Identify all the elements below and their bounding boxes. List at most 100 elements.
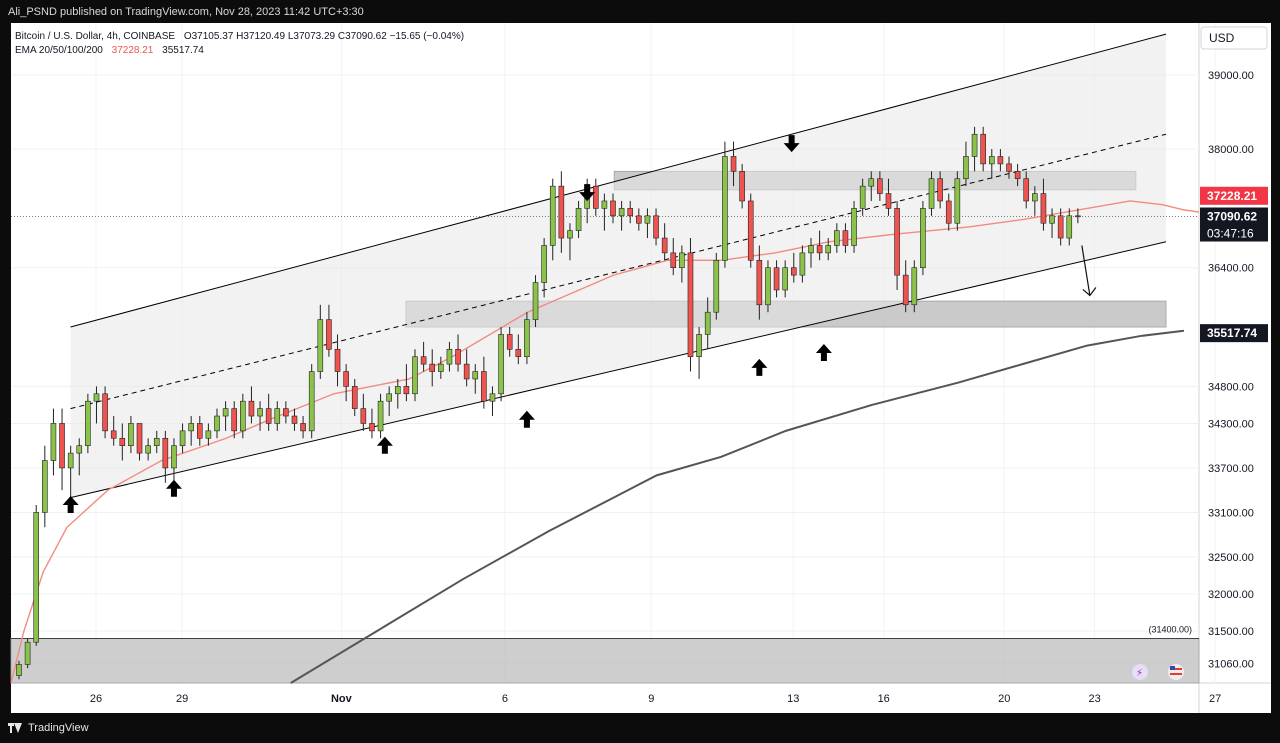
candle <box>489 386 496 417</box>
footer: TradingView <box>8 719 89 737</box>
candle <box>1066 208 1073 246</box>
candle <box>403 364 410 402</box>
candle-down <box>119 437 126 446</box>
candle <box>687 238 694 372</box>
y-tick-label: 36400.00 <box>1208 263 1254 275</box>
candle <box>558 171 565 253</box>
candle <box>515 334 522 365</box>
candle <box>240 393 246 439</box>
candle <box>730 141 737 187</box>
candle-down <box>351 386 358 409</box>
candle-down <box>885 193 892 209</box>
candle-up <box>317 319 324 372</box>
candle <box>610 193 616 224</box>
candle <box>205 423 212 446</box>
candle <box>971 126 978 172</box>
legend-line2: EMA 20/50/100/200 37228.21 35517.74 <box>15 45 204 56</box>
lightning-icon[interactable] <box>1132 664 1148 680</box>
candle-down <box>326 319 332 350</box>
candle <box>16 660 22 680</box>
candle-up <box>928 178 935 209</box>
candle-up <box>618 208 625 217</box>
candle-down <box>403 386 410 395</box>
time-axis[interactable] <box>11 683 1271 713</box>
lightning-glyph: ⚡ <box>1136 668 1143 679</box>
candle <box>377 393 384 439</box>
candle <box>808 238 814 268</box>
candle <box>291 408 298 431</box>
price-axis[interactable] <box>1199 23 1271 683</box>
candle <box>102 386 108 439</box>
candle-down <box>360 408 367 424</box>
candle <box>136 423 143 461</box>
ema-fast-price-label: 37228.21 <box>1207 189 1257 203</box>
candle <box>704 297 711 350</box>
y-tick-label: 34300.00 <box>1208 418 1254 430</box>
candle-up <box>541 245 547 283</box>
candle <box>773 260 780 298</box>
arrow-up-marker <box>165 479 182 497</box>
candle <box>1032 186 1038 216</box>
candle <box>756 245 763 320</box>
candle <box>541 238 547 298</box>
candle-down <box>670 252 677 269</box>
candle <box>214 408 220 439</box>
y-tick-label: 38000.00 <box>1208 144 1254 156</box>
candle <box>196 416 203 446</box>
candle-down <box>687 252 694 358</box>
last-price-box <box>1200 207 1268 242</box>
candle <box>644 208 651 239</box>
candle <box>334 334 341 387</box>
y-tick-label: 34800.00 <box>1208 381 1254 393</box>
channel-line-lower <box>70 241 1167 499</box>
ema-fast-line <box>10 200 1200 684</box>
candle-down <box>756 260 763 306</box>
candle <box>351 378 358 417</box>
candle <box>834 223 840 253</box>
candle-up <box>765 267 771 306</box>
candle-up <box>575 208 582 231</box>
x-tick-label: 27 <box>1209 693 1221 705</box>
candle-up <box>868 178 875 187</box>
candle-up <box>308 371 315 432</box>
x-tick-label: Nov <box>331 693 353 705</box>
candle-down <box>463 363 470 380</box>
projection-arrow-line <box>1081 245 1091 296</box>
x-tick-label: 9 <box>648 693 654 705</box>
candle <box>162 430 169 483</box>
candle <box>394 378 401 409</box>
candle <box>265 393 272 431</box>
candle <box>248 386 255 424</box>
candle-up <box>851 208 857 246</box>
candle <box>1014 163 1021 187</box>
candle <box>506 327 513 357</box>
candle <box>920 200 926 276</box>
candle-up <box>67 452 74 469</box>
currency-button[interactable] <box>1200 26 1268 50</box>
candle <box>446 341 453 372</box>
candle-down <box>816 245 823 254</box>
candle <box>33 505 40 646</box>
candle-up <box>214 415 220 432</box>
ema-fast-price-box <box>1200 186 1268 205</box>
x-tick-label: 6 <box>502 693 508 705</box>
candle-down <box>162 437 169 469</box>
candle <box>636 208 642 231</box>
candle <box>498 327 504 402</box>
last-price-label: 37090.62 <box>1207 210 1257 224</box>
candle <box>937 171 943 209</box>
candle <box>592 178 599 216</box>
candle <box>601 193 608 231</box>
candle-down <box>773 267 780 291</box>
candle <box>722 141 728 268</box>
candle <box>472 364 479 394</box>
candle-up <box>489 393 496 402</box>
candle <box>799 245 806 283</box>
candle <box>902 260 909 313</box>
candle-up <box>1032 193 1038 202</box>
candle-up <box>145 445 151 454</box>
candle-down <box>1014 171 1021 180</box>
candle <box>877 171 883 201</box>
candle <box>859 178 866 216</box>
